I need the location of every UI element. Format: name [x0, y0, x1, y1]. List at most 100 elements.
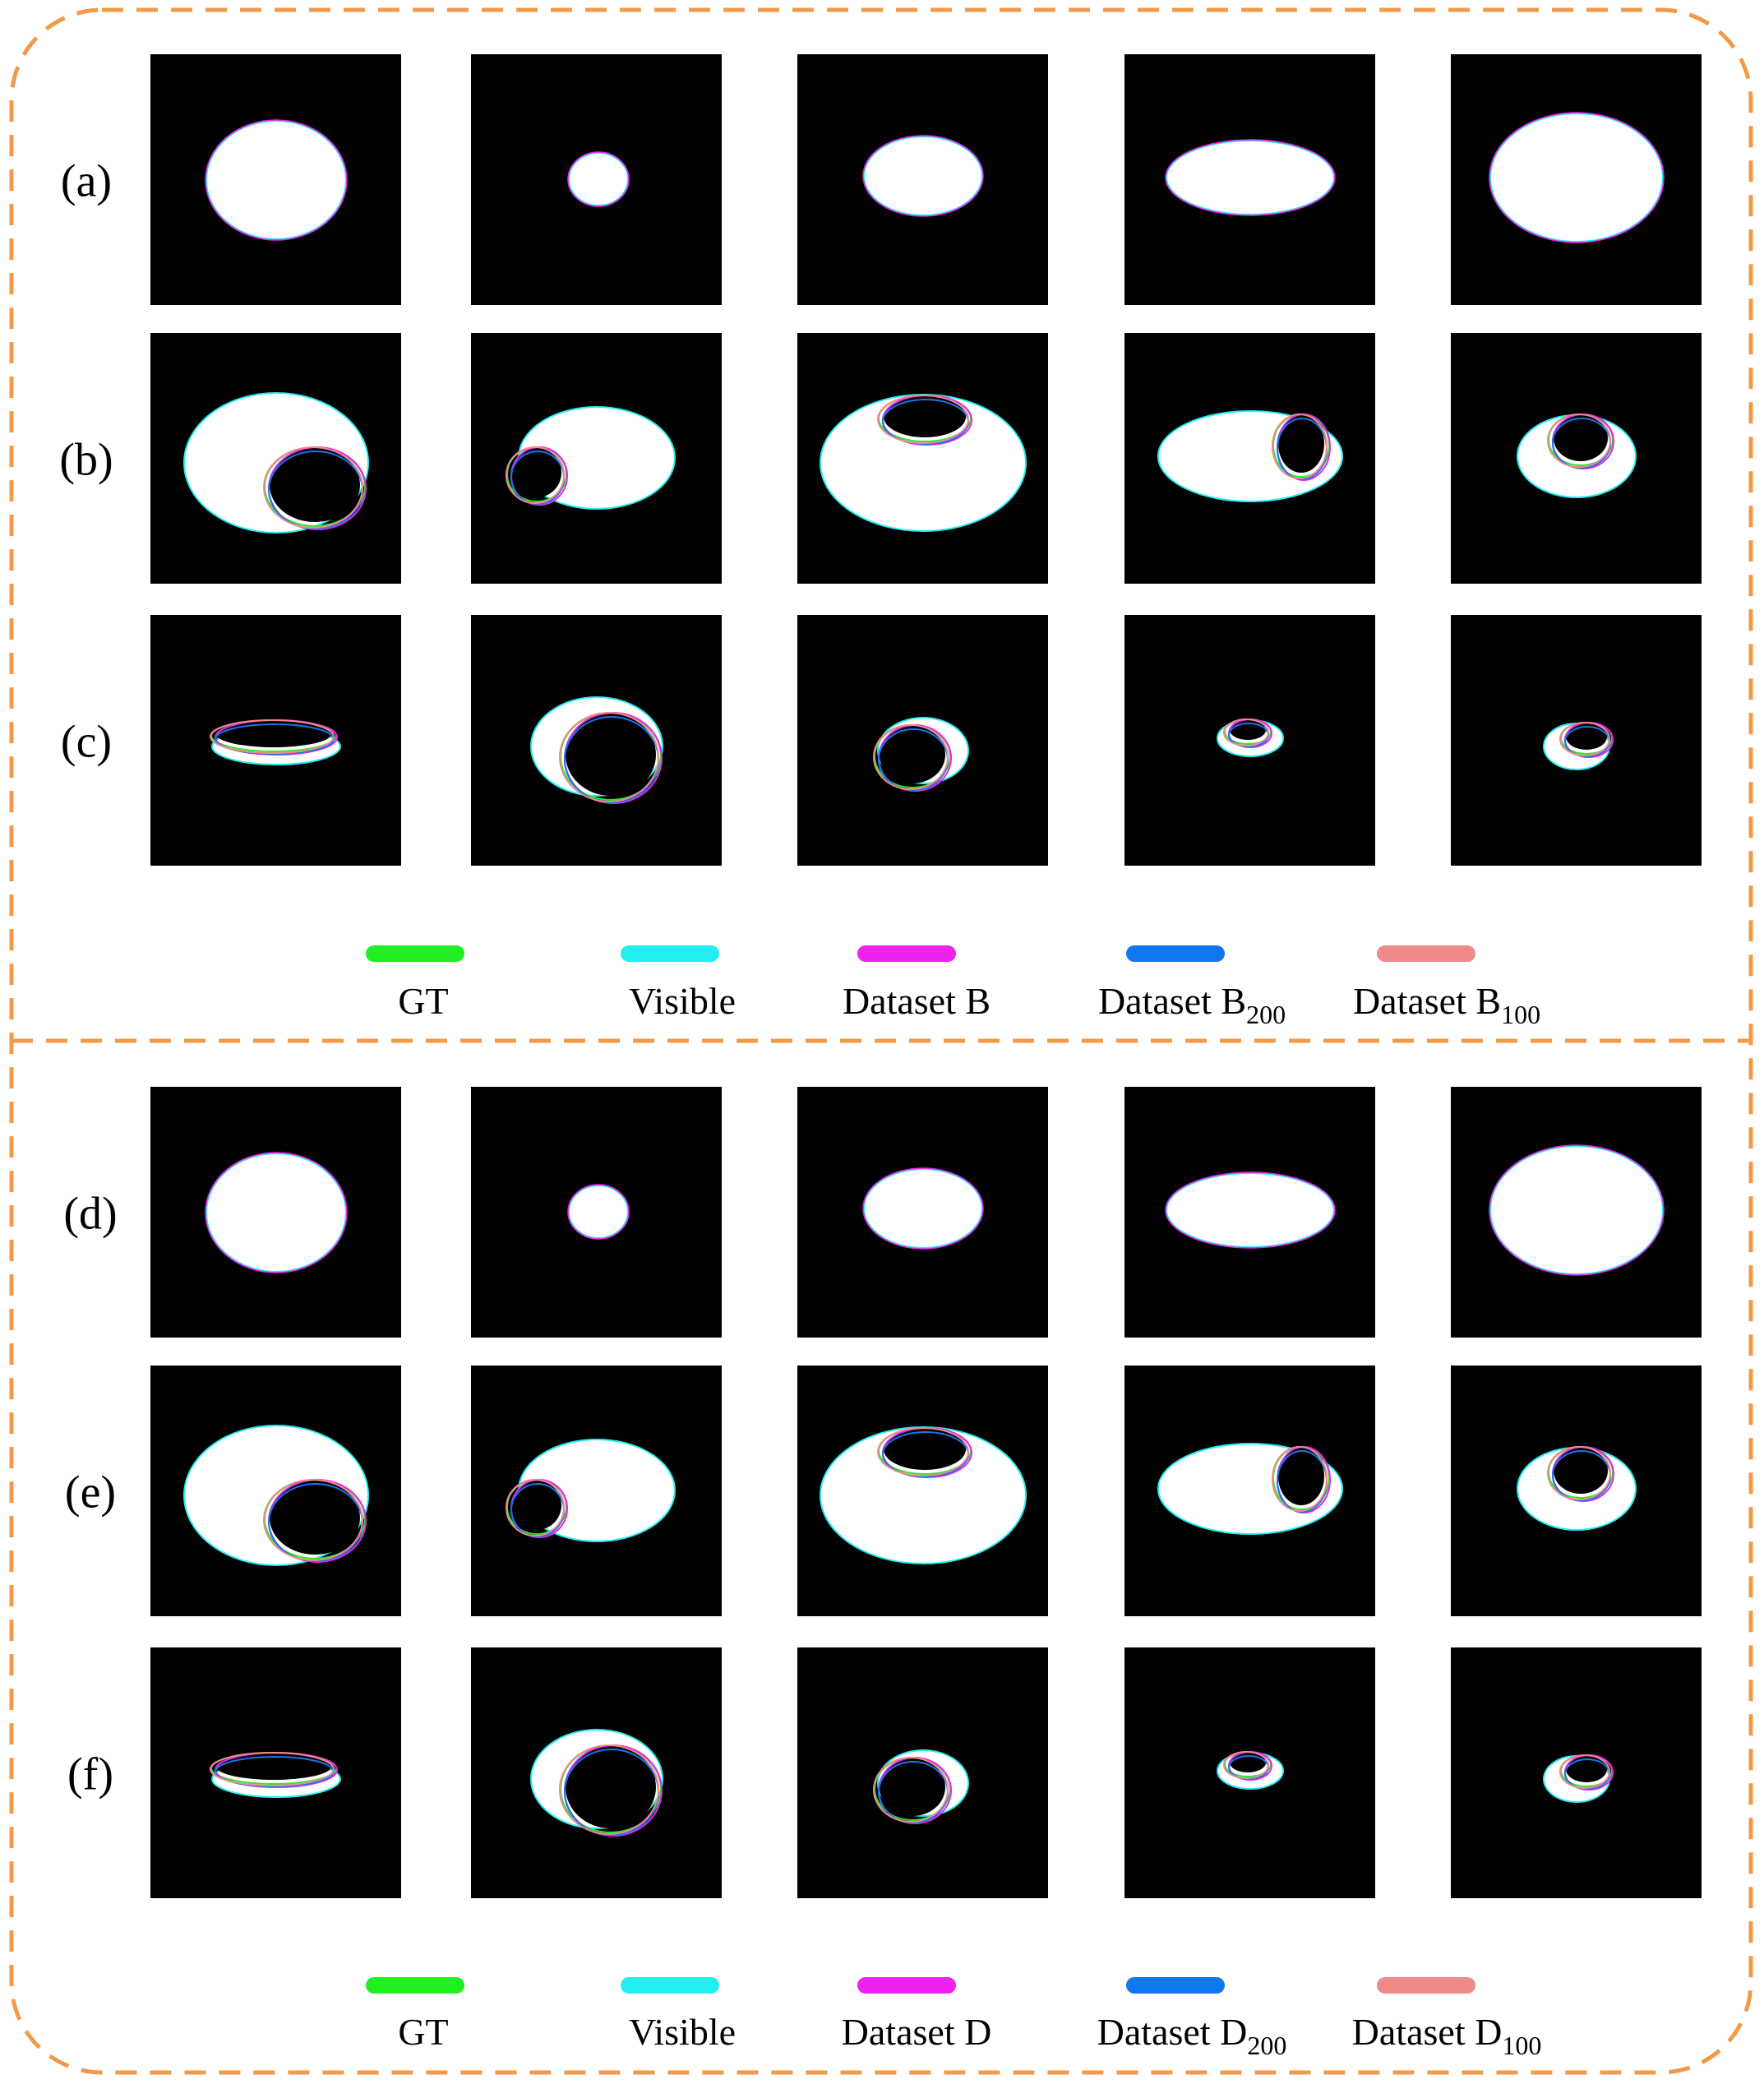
segmentation-tile — [1124, 1365, 1375, 1616]
segmentation-tile — [1451, 1365, 1702, 1616]
segmentation-tile — [471, 615, 722, 866]
object-mask — [863, 136, 983, 216]
dataset100-contour — [1223, 1751, 1269, 1779]
row-label: (e) — [65, 1467, 116, 1518]
segmentation-tile — [150, 54, 401, 305]
occluded-region — [1554, 1448, 1608, 1494]
dataset100-contour — [873, 1757, 949, 1823]
segmentation-tile — [471, 54, 722, 305]
segmentation-tile — [1451, 1647, 1702, 1898]
dataset-contour — [205, 119, 348, 241]
dataset-contour — [1489, 112, 1665, 243]
segmentation-tile — [1451, 615, 1702, 866]
segmentation-tile — [150, 615, 401, 866]
segmentation-tile — [1451, 333, 1702, 584]
occluded-region — [270, 1481, 360, 1555]
dataset100-contour — [506, 446, 565, 504]
dataset100-contour — [1272, 1446, 1328, 1512]
segmentation-tile — [797, 1365, 1048, 1616]
row-label: (c) — [61, 717, 112, 768]
dataset100-contour — [263, 446, 363, 529]
dataset100-contour — [1547, 414, 1611, 468]
occluded-region — [884, 396, 966, 437]
dataset100-contour — [1559, 722, 1610, 756]
segmentation-tile — [471, 333, 722, 584]
occluded-region — [1278, 1448, 1324, 1505]
occluded-region — [1566, 1756, 1607, 1782]
segmentation-tile — [1451, 54, 1702, 305]
occluded-region — [512, 448, 561, 497]
legend-subscript: 100 — [1502, 2031, 1541, 2060]
occluded-region — [1566, 723, 1607, 750]
dataset100-contour — [1223, 719, 1269, 746]
occluded-region — [880, 1758, 945, 1816]
occluded-region — [1278, 415, 1324, 473]
occluded-region — [270, 448, 360, 522]
object-mask — [205, 1153, 347, 1273]
segmentation-tile — [150, 1647, 401, 1898]
segmentation-tile — [797, 1647, 1048, 1898]
legend-label: Dataset D100 — [1352, 2011, 1542, 2060]
segmentation-tile — [1124, 1087, 1375, 1338]
dataset-contour — [862, 135, 984, 217]
segmentation-tile — [471, 1647, 722, 1898]
legend-label: Dataset D — [842, 2011, 992, 2053]
dataset100-contour — [210, 719, 335, 754]
segmentation-tile — [797, 615, 1048, 866]
dataset-contour — [567, 151, 630, 207]
row-label: (b) — [59, 435, 113, 486]
legend-label: Dataset D200 — [1097, 2011, 1287, 2060]
dataset100-contour — [263, 1479, 363, 1561]
segmentation-tile — [150, 1087, 401, 1338]
dataset100-contour — [506, 1479, 565, 1536]
legend-label: Visible — [629, 2011, 736, 2053]
segmentation-tile — [1451, 1087, 1702, 1338]
segmentation-tile — [1124, 333, 1375, 584]
dataset100-contour — [1272, 414, 1328, 479]
legend-label: Dataset B200 — [1098, 980, 1286, 1029]
legend-label: GT — [398, 980, 448, 1022]
dataset-contour — [862, 1167, 984, 1250]
occluded-region — [216, 721, 331, 747]
dataset-contour — [567, 1184, 630, 1240]
segmentation-tile — [1124, 1647, 1375, 1898]
object-mask — [1166, 1172, 1335, 1248]
dataset-contour — [1489, 1144, 1665, 1276]
occluded-region — [512, 1481, 561, 1530]
occluded-region — [566, 1746, 656, 1828]
segmentation-tile — [471, 1365, 722, 1616]
row-label: (d) — [63, 1189, 117, 1240]
object-mask — [205, 120, 347, 240]
dataset100-contour — [210, 1752, 335, 1786]
dataset100-contour — [559, 1744, 659, 1835]
segmentation-tile — [797, 1087, 1048, 1338]
segmentation-tile — [150, 1365, 401, 1616]
object-mask — [1489, 113, 1664, 243]
legend-label: GT — [398, 2011, 448, 2053]
segmentation-tile — [797, 54, 1048, 305]
dataset100-contour — [1559, 1754, 1610, 1789]
segmentation-tile — [150, 333, 401, 584]
object-mask — [1489, 1145, 1664, 1275]
occluded-region — [566, 714, 656, 796]
object-mask — [568, 1185, 629, 1239]
dataset-contour — [1165, 139, 1336, 216]
dataset100-contour — [559, 712, 659, 802]
occluded-region — [216, 1754, 331, 1780]
segmentation-tile — [797, 333, 1048, 584]
legend-subscript: 200 — [1247, 2031, 1286, 2060]
row-label: (a) — [61, 156, 112, 207]
segmentation-tile — [1124, 615, 1375, 866]
dataset-contour — [205, 1152, 348, 1273]
object-mask — [1166, 140, 1335, 215]
dataset100-contour — [1547, 1446, 1611, 1500]
legend-label: Visible — [629, 980, 736, 1022]
row-label: (f) — [67, 1749, 113, 1800]
occluded-region — [1554, 415, 1608, 461]
object-mask — [863, 1168, 983, 1249]
dataset-contour — [1165, 1171, 1336, 1249]
occluded-region — [884, 1429, 966, 1470]
dataset100-contour — [877, 395, 969, 444]
dataset100-contour — [873, 724, 949, 790]
